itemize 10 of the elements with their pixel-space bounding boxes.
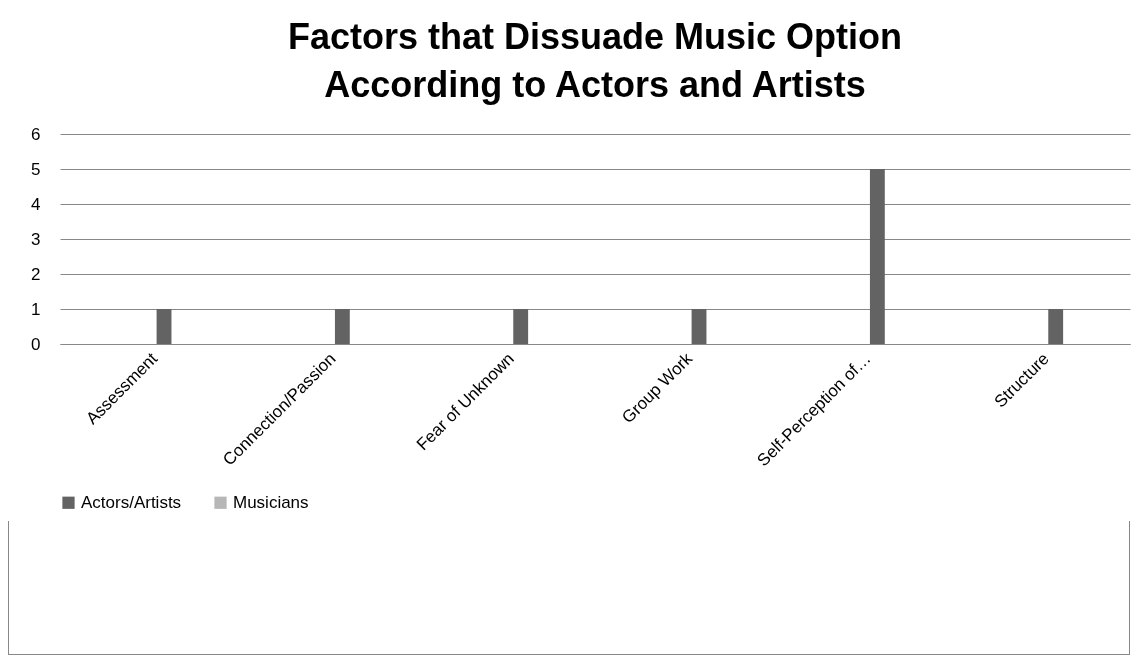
y-tick-label: 1 <box>31 299 41 319</box>
y-tick-label: 6 <box>31 124 41 144</box>
y-tick-label: 4 <box>31 194 41 214</box>
y-tick-label: 2 <box>31 264 41 284</box>
chart-title: Factors that Dissuade Music Option According to Actors and Artists <box>287 16 903 105</box>
y-tick-label: 3 <box>31 229 41 249</box>
legend-label: Musicians <box>233 492 309 512</box>
y-tick-label: 0 <box>31 334 41 354</box>
legend-label: Actors/Artists <box>81 492 182 512</box>
y-tick-label: 5 <box>31 159 41 179</box>
